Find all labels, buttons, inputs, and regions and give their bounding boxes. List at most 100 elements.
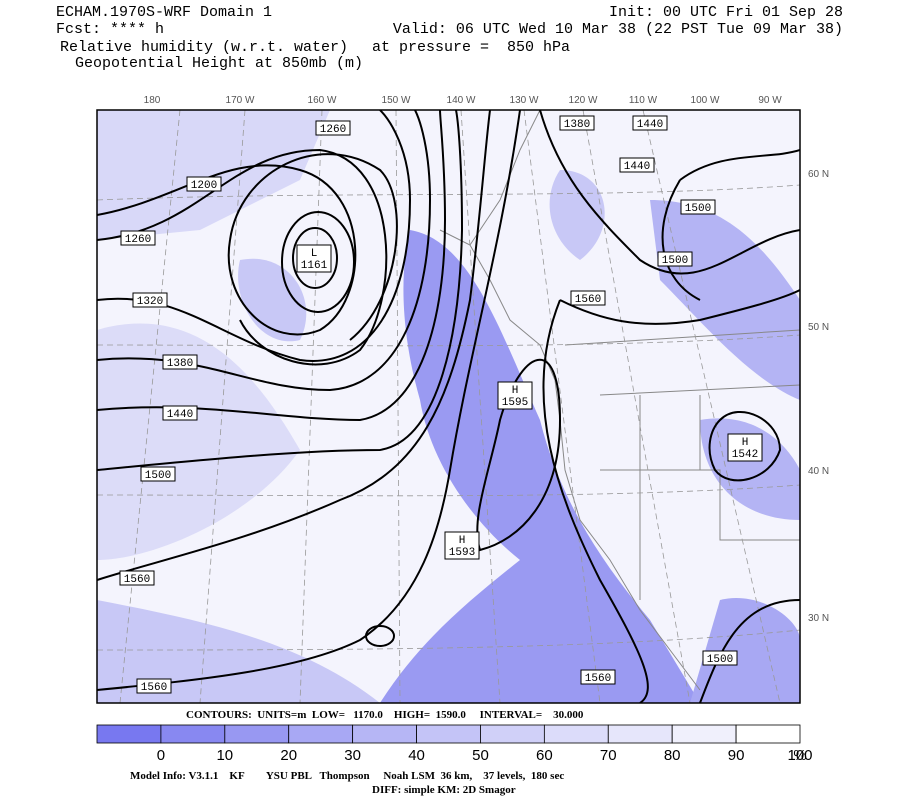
- contour-label: 1380: [564, 119, 590, 131]
- center-value: 1161: [301, 260, 328, 272]
- contour-label-box: [186, 176, 222, 192]
- lon-label: 110 W: [629, 95, 658, 106]
- colorbar-label: 60: [536, 747, 553, 764]
- map-labels: 180 170 W 160 W 150 W 140 W 130 W 120 W 110 W 10…: [119, 95, 829, 694]
- contour-label-box: [315, 120, 351, 136]
- graticule: [97, 110, 800, 703]
- colorbar-swatch: [160, 724, 226, 744]
- colorbar-swatch: [352, 724, 417, 744]
- init: Init: 00 UTC Fri 01 Sep 28: [609, 4, 843, 21]
- lat-label: 30 N: [808, 613, 829, 624]
- center-value: 1593: [449, 547, 475, 559]
- center-kind: L: [311, 248, 318, 260]
- contour-label-box: [140, 466, 176, 482]
- valid: Valid: 06 UTC Wed 10 Mar 38 (22 PST Tue …: [393, 21, 843, 38]
- contour-label: 1560: [575, 294, 601, 306]
- contour-label-box: [120, 230, 156, 246]
- colorbar-label: 70: [600, 747, 617, 764]
- lon-label: 90 W: [758, 95, 782, 106]
- contour-label: 1320: [137, 296, 163, 308]
- title: ECHAM.1970S-WRF Domain 1: [56, 4, 272, 21]
- contour-label: 1560: [585, 673, 611, 685]
- contour-label: 1440: [167, 409, 193, 421]
- center-value: 1542: [732, 449, 758, 461]
- lon-label: 180: [144, 95, 161, 106]
- contour-label: 1200: [191, 180, 217, 192]
- lon-label: 100 W: [691, 95, 720, 106]
- colorbar-swatch: [288, 724, 354, 744]
- contour-label-box: [119, 570, 155, 586]
- field1: Relative humidity (w.r.t. water): [60, 39, 348, 56]
- center-kind: H: [512, 385, 519, 397]
- contour-label-box: [136, 678, 172, 694]
- contour-label-box: [162, 354, 198, 370]
- contour-label: 1440: [637, 119, 663, 131]
- contour-label: 1500: [685, 203, 711, 215]
- center-kind: H: [459, 535, 466, 547]
- lat-label: 50 N: [808, 322, 829, 333]
- lon-label: 150 W: [382, 95, 411, 106]
- pressure: at pressure = 850 hPa: [372, 39, 570, 56]
- fcst: Fcst: **** h: [56, 21, 164, 38]
- contour-label: 1260: [125, 234, 151, 246]
- contour-label-box: [559, 115, 595, 131]
- contour-label-box: [702, 650, 738, 666]
- contour-label: 1500: [707, 654, 733, 666]
- map: 180 170 W 160 W 150 W 140 W 130 W 120 W 110 W 10…: [96, 95, 829, 704]
- field2: Geopotential Height at 850mb (m): [75, 55, 363, 72]
- humidity-shading: [97, 110, 800, 703]
- colorbar-label: 100: [787, 747, 812, 764]
- center-box: [497, 381, 533, 410]
- diff-info: DIFF: simple KM: 2D Smagor: [372, 784, 516, 796]
- colorbar-label: 80: [664, 747, 681, 764]
- colorbar-swatch: [416, 724, 481, 744]
- contour-label-box: [580, 669, 616, 685]
- height-contours: [97, 110, 800, 703]
- colorbar-swatch: [224, 724, 290, 744]
- contour-label-box: [162, 405, 198, 421]
- colorbar-label: 20: [280, 747, 297, 764]
- colorbar-swatch: [543, 724, 609, 744]
- contour-label-box: [619, 157, 655, 173]
- center-kind: H: [742, 437, 749, 449]
- center-box: [296, 244, 332, 273]
- colorbar-swatch: [607, 724, 673, 744]
- model-info: Model Info: V3.1.1 KF YSU PBL Thompson N…: [130, 770, 564, 782]
- lon-label: 140 W: [447, 95, 476, 106]
- colorbar-label: 10: [216, 747, 233, 764]
- colorbar-swatch: [671, 724, 737, 744]
- contour-label: 1500: [145, 470, 171, 482]
- contour-label: 1500: [662, 255, 688, 267]
- contour-label-box: [132, 292, 168, 308]
- contour-label-box: [570, 290, 606, 306]
- center-value: 1595: [502, 397, 528, 409]
- colorbar-swatch: [96, 724, 162, 744]
- center-box: [727, 433, 763, 462]
- lat-label: 60 N: [808, 169, 829, 180]
- contour-label-box: [632, 115, 668, 131]
- center-box: [444, 531, 480, 560]
- colorbar-label: 0: [157, 747, 165, 764]
- contour-label: 1260: [320, 124, 346, 136]
- colorbar-swatch: [480, 724, 545, 744]
- colorbar-unit: %: [793, 747, 806, 764]
- lon-label: 160 W: [308, 95, 337, 106]
- contour-label-box: [657, 251, 693, 267]
- lat-label: 40 N: [808, 466, 829, 477]
- colorbar: 0 10 20 30 40 50 60 70 80 90 100%: [96, 724, 813, 764]
- contour-label: 1380: [167, 358, 193, 370]
- colorbar-swatch: [735, 724, 801, 744]
- contour-info: CONTOURS: UNITS=m LOW= 1170.0 HIGH= 1590…: [186, 709, 584, 721]
- lon-label: 130 W: [510, 95, 539, 106]
- colorbar-label: 90: [728, 747, 745, 764]
- contour-label: 1560: [141, 682, 167, 694]
- contour-label: 1440: [624, 161, 650, 173]
- colorbar-label: 50: [472, 747, 489, 764]
- colorbar-label: 30: [344, 747, 361, 764]
- lon-label: 170 W: [226, 95, 255, 106]
- contour-label-box: [680, 199, 716, 215]
- map-frame: [96, 109, 801, 704]
- contour-label: 1560: [124, 574, 150, 586]
- lon-label: 120 W: [569, 95, 598, 106]
